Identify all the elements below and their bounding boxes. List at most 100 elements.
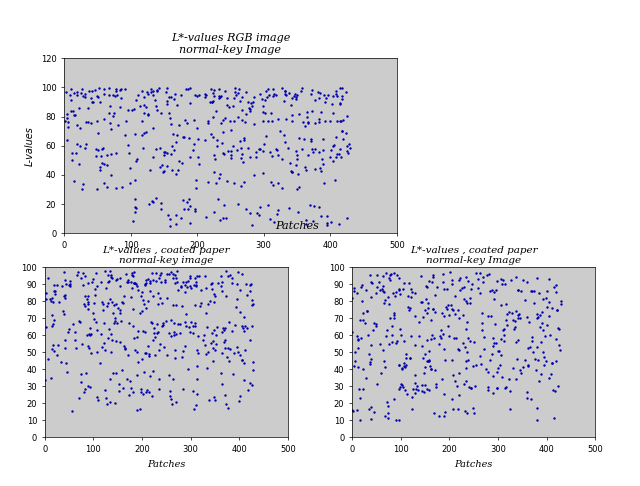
Point (104, 398, 115, 406)
Point (103, 271, 113, 279)
Point (182, 206, 193, 213)
Point (391, 339, 401, 347)
Point (364, 405, 374, 413)
Point (394, 274, 404, 281)
Point (422, 336, 432, 344)
Point (407, 405, 417, 413)
Point (109, 319, 120, 327)
Point (70, 344, 81, 352)
Point (145, 287, 155, 295)
Point (237, 150, 247, 157)
Point (400, 386, 410, 394)
Point (200, 213, 211, 221)
Point (214, 85, 225, 93)
Point (200, 284, 211, 292)
Point (99, 90, 109, 98)
Point (536, 338, 547, 346)
Point (492, 384, 502, 392)
Point (93, 93, 103, 101)
Point (420, 363, 430, 370)
Point (111, 276, 122, 284)
Point (487, 286, 497, 294)
Point (372, 271, 382, 279)
Point (209, 290, 219, 298)
Point (91, 269, 101, 277)
Point (139, 109, 149, 117)
Point (244, 380, 255, 387)
Point (177, 159, 187, 167)
Point (458, 283, 468, 291)
Point (332, 118, 342, 125)
Point (551, 335, 561, 343)
Point (497, 373, 507, 381)
Point (244, 209, 255, 217)
Point (123, 277, 133, 284)
Point (90, 152, 100, 159)
Point (96, 330, 106, 338)
Point (523, 361, 533, 368)
Point (210, 396, 220, 404)
Point (152, 289, 163, 296)
Point (450, 310, 460, 317)
Point (235, 286, 245, 294)
Point (424, 356, 435, 364)
Point (243, 386, 253, 394)
Point (461, 409, 472, 417)
Point (102, 151, 112, 159)
Point (208, 344, 218, 352)
Point (83, 305, 93, 313)
Point (164, 392, 175, 399)
Point (151, 194, 161, 202)
Point (157, 321, 168, 329)
Point (242, 324, 252, 332)
Point (217, 349, 227, 357)
Point (127, 284, 137, 292)
Point (54, 298, 64, 306)
Point (218, 214, 228, 222)
Point (301, 220, 312, 227)
Point (260, 132, 271, 140)
Point (107, 298, 117, 306)
Point (237, 105, 248, 113)
Point (130, 346, 140, 354)
Point (401, 350, 411, 358)
Point (447, 356, 457, 364)
Point (58, 308, 68, 315)
Point (168, 301, 178, 309)
Point (323, 91, 333, 99)
Point (172, 131, 182, 139)
Point (164, 222, 175, 229)
Point (392, 271, 402, 279)
Point (523, 363, 533, 370)
Point (420, 381, 430, 389)
Point (140, 281, 150, 289)
Point (218, 128, 228, 136)
Point (450, 292, 460, 300)
Point (323, 221, 333, 228)
Point (537, 308, 547, 315)
Point (235, 97, 245, 104)
Point (237, 270, 248, 278)
Point (353, 344, 364, 352)
Point (397, 365, 407, 373)
Point (46, 297, 56, 305)
Point (365, 278, 376, 286)
Point (343, 149, 353, 157)
Point (102, 299, 113, 307)
Point (441, 303, 451, 311)
Point (208, 357, 218, 365)
Point (306, 90, 316, 98)
Point (76, 370, 86, 378)
Point (357, 297, 367, 305)
Point (526, 395, 536, 402)
Point (166, 332, 177, 340)
Point (106, 271, 116, 279)
Point (148, 153, 158, 161)
Point (59, 268, 69, 276)
Point (179, 343, 189, 350)
Point (84, 87, 95, 95)
Point (186, 284, 196, 292)
Point (448, 306, 458, 314)
Point (406, 293, 416, 301)
Point (534, 377, 544, 385)
